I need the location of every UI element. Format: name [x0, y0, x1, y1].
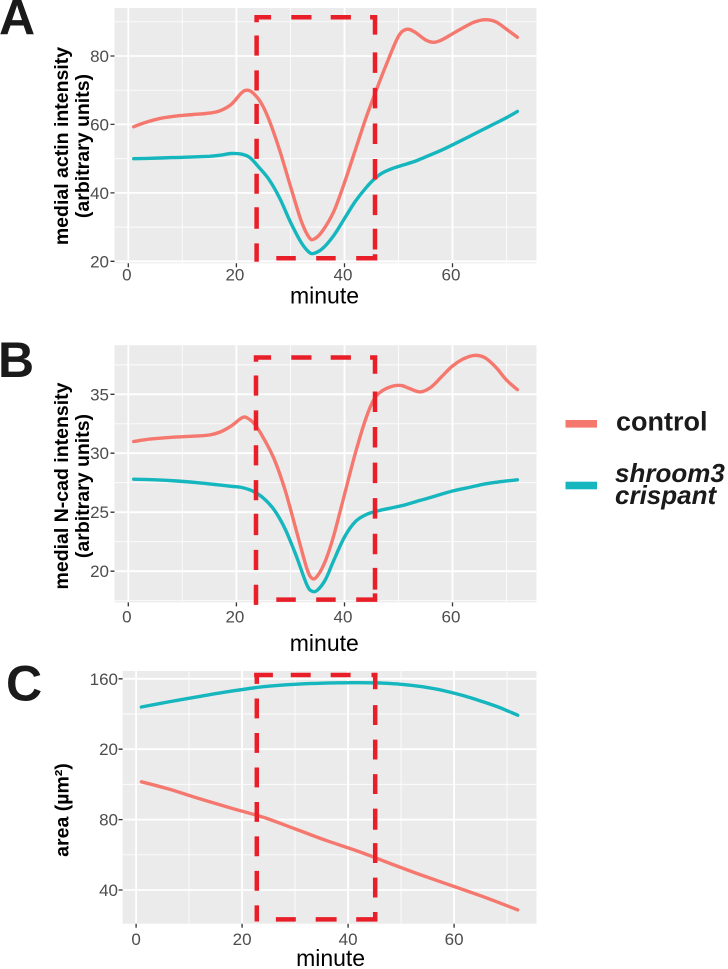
svg-text:60: 60	[90, 115, 109, 134]
svg-text:(arbitrary units): (arbitrary units)	[72, 414, 94, 558]
svg-text:35: 35	[90, 385, 109, 404]
svg-text:40: 40	[334, 265, 353, 284]
svg-text:40: 40	[339, 930, 358, 949]
svg-text:minute: minute	[290, 630, 359, 656]
svg-text:(arbitrary units): (arbitrary units)	[72, 74, 94, 218]
svg-text:B: B	[0, 332, 34, 388]
svg-text:medial N-cad intensity: medial N-cad intensity	[51, 382, 73, 589]
svg-text:C: C	[6, 656, 42, 712]
svg-text:20: 20	[99, 740, 118, 759]
svg-text:60: 60	[445, 930, 464, 949]
svg-text:20: 20	[90, 562, 109, 581]
svg-text:80: 80	[99, 811, 118, 830]
svg-text:control: control	[616, 407, 708, 437]
svg-text:shroom3: shroom3	[615, 458, 725, 488]
svg-text:60: 60	[442, 265, 461, 284]
svg-text:0: 0	[122, 265, 131, 284]
svg-text:A: A	[0, 0, 35, 46]
svg-text:160: 160	[90, 670, 118, 689]
svg-text:40: 40	[90, 184, 109, 203]
svg-text:0: 0	[131, 930, 140, 949]
svg-text:20: 20	[225, 265, 244, 284]
svg-text:minute: minute	[296, 945, 365, 969]
svg-text:20: 20	[225, 608, 244, 627]
svg-text:30: 30	[90, 444, 109, 463]
svg-text:crispant: crispant	[615, 480, 717, 510]
svg-text:minute: minute	[290, 283, 359, 309]
svg-text:40: 40	[334, 608, 353, 627]
svg-text:40: 40	[99, 881, 118, 900]
svg-text:medial actin intensity: medial actin intensity	[51, 47, 73, 245]
svg-text:20: 20	[233, 930, 252, 949]
svg-text:80: 80	[90, 47, 109, 66]
svg-text:25: 25	[90, 503, 109, 522]
svg-text:60: 60	[442, 608, 461, 627]
svg-text:0: 0	[122, 608, 131, 627]
svg-text:20: 20	[90, 252, 109, 271]
svg-text:area (µm²): area (µm²)	[52, 763, 74, 857]
